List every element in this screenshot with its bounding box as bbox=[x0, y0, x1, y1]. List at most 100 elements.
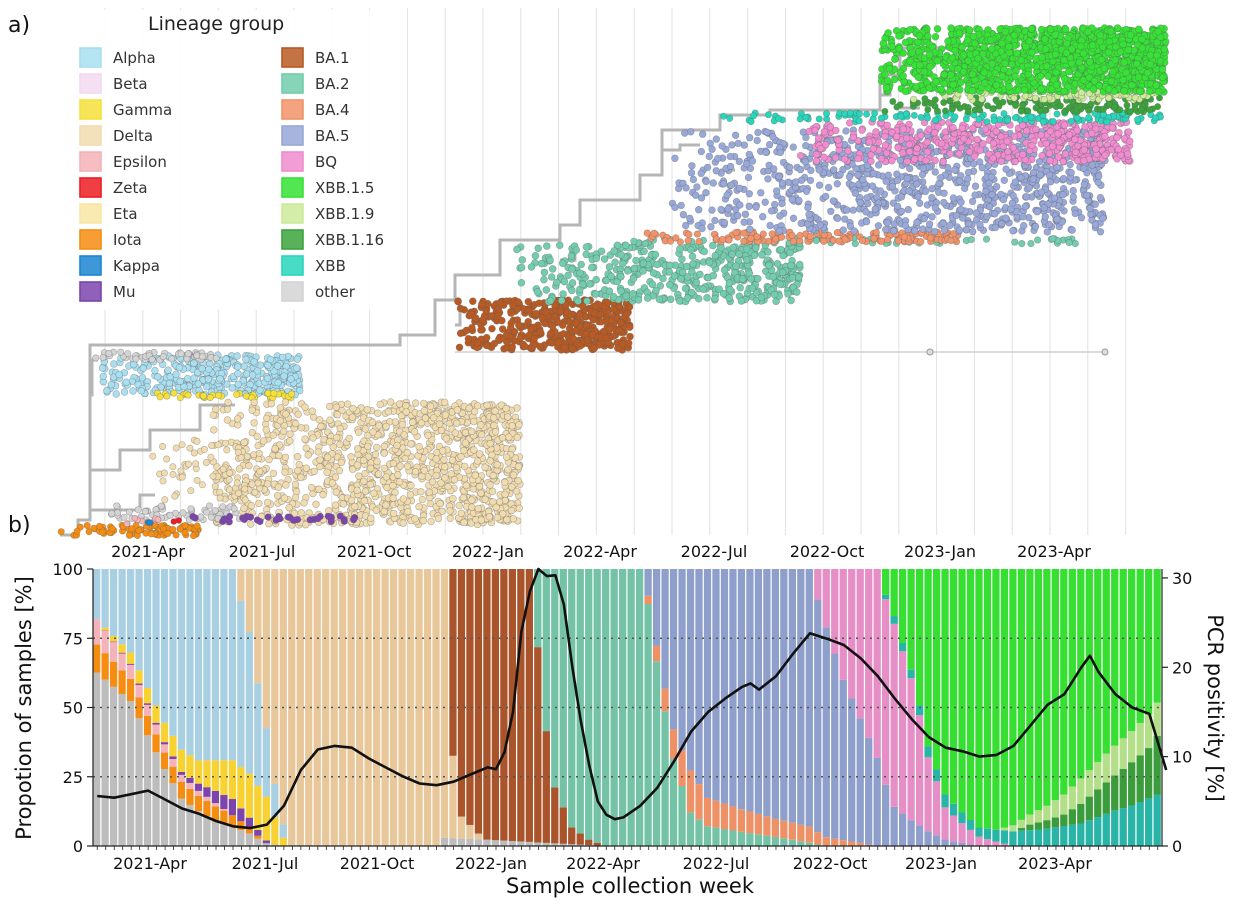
tip bbox=[226, 469, 234, 477]
tip bbox=[597, 317, 606, 326]
tip bbox=[505, 433, 513, 441]
tip bbox=[587, 263, 596, 272]
tip bbox=[293, 453, 302, 461]
tip bbox=[262, 426, 270, 434]
tip bbox=[514, 462, 523, 471]
tip bbox=[326, 416, 334, 424]
tip bbox=[930, 129, 939, 137]
tip bbox=[336, 440, 344, 449]
tip bbox=[190, 359, 198, 367]
tip bbox=[425, 488, 434, 497]
tip bbox=[795, 196, 803, 205]
tip bbox=[276, 417, 285, 425]
tip bbox=[554, 338, 563, 346]
tip bbox=[947, 237, 955, 245]
tip bbox=[769, 133, 777, 141]
tip bbox=[1031, 94, 1039, 102]
tip bbox=[919, 164, 927, 173]
tip bbox=[639, 267, 647, 275]
tip bbox=[281, 453, 290, 461]
tip bbox=[687, 128, 695, 136]
tip bbox=[960, 135, 968, 143]
tip bbox=[355, 472, 363, 480]
tip bbox=[1126, 108, 1134, 116]
tip bbox=[745, 190, 753, 198]
tip bbox=[964, 168, 973, 177]
tip-cluster-gamma bbox=[154, 389, 296, 402]
tip bbox=[1077, 214, 1086, 222]
panel-a-label: a) bbox=[8, 13, 30, 38]
tip bbox=[309, 434, 317, 442]
tip bbox=[609, 292, 618, 301]
tip bbox=[364, 442, 372, 451]
tip bbox=[626, 332, 634, 341]
tip bbox=[1068, 98, 1076, 106]
tip bbox=[513, 245, 521, 254]
tip bbox=[676, 245, 684, 253]
tip bbox=[446, 514, 454, 522]
tip bbox=[240, 438, 248, 447]
tip bbox=[767, 207, 776, 215]
tip bbox=[773, 259, 782, 268]
tip bbox=[266, 355, 275, 364]
tip bbox=[568, 279, 577, 287]
tip bbox=[625, 323, 634, 332]
tip bbox=[176, 525, 184, 533]
tip bbox=[634, 296, 643, 304]
tip bbox=[524, 297, 533, 306]
tip bbox=[720, 266, 729, 274]
tip bbox=[1094, 172, 1103, 180]
tip bbox=[349, 404, 357, 413]
tip bbox=[717, 243, 725, 252]
tip bbox=[460, 446, 468, 455]
tip bbox=[315, 416, 324, 424]
tip bbox=[684, 237, 692, 245]
tip bbox=[441, 411, 450, 419]
tip bbox=[233, 415, 242, 423]
tip bbox=[488, 324, 496, 333]
tip bbox=[403, 448, 411, 457]
tip bbox=[757, 189, 765, 197]
tip bbox=[754, 128, 762, 137]
tip bbox=[163, 392, 171, 400]
tip bbox=[720, 180, 728, 188]
tip bbox=[696, 270, 704, 279]
tip bbox=[751, 244, 760, 252]
tip bbox=[896, 156, 904, 165]
tip bbox=[1072, 108, 1080, 116]
tip bbox=[762, 148, 770, 157]
tip bbox=[568, 265, 576, 273]
tip bbox=[415, 503, 423, 511]
tip bbox=[521, 342, 529, 351]
tip bbox=[468, 323, 476, 332]
tip bbox=[683, 294, 692, 302]
tip bbox=[1131, 94, 1139, 102]
tip bbox=[766, 221, 774, 230]
tip bbox=[265, 519, 273, 528]
tip bbox=[923, 138, 931, 146]
tip bbox=[726, 152, 734, 161]
tip bbox=[740, 229, 748, 237]
tip bbox=[693, 230, 702, 238]
tip bbox=[725, 236, 733, 244]
tip bbox=[211, 482, 219, 490]
tip bbox=[151, 366, 159, 375]
tip bbox=[681, 284, 690, 293]
tip bbox=[983, 212, 991, 221]
tip bbox=[981, 125, 990, 133]
tip bbox=[922, 156, 930, 165]
tip bbox=[490, 414, 498, 422]
tip bbox=[432, 471, 440, 480]
tip bbox=[504, 413, 512, 421]
tip bbox=[134, 380, 142, 389]
tip bbox=[301, 403, 309, 411]
tip bbox=[263, 414, 271, 423]
tip bbox=[577, 260, 586, 269]
tip bbox=[812, 150, 820, 159]
tip bbox=[462, 481, 470, 490]
tip bbox=[347, 496, 356, 505]
tip bbox=[1123, 150, 1132, 158]
tip bbox=[165, 379, 174, 387]
tip bbox=[702, 189, 710, 197]
tip bbox=[535, 299, 543, 308]
